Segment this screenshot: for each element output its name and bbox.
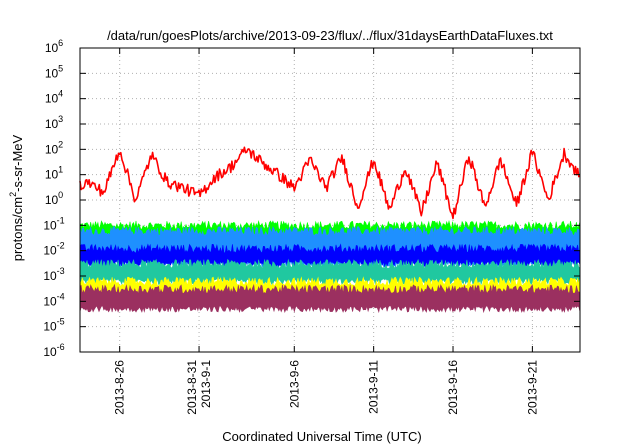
x-axis-label: Coordinated Universal Time (UTC) <box>222 429 421 444</box>
chart-title: /data/run/goesPlots/archive/2013-09-23/f… <box>107 28 553 43</box>
y-tick-label: 102 <box>45 139 63 156</box>
y-tick-labels: 10-6 10-5 10-4 10-3 10-2 10-1 100 101 102 103 104 1… <box>43 38 64 359</box>
y-tick-label: 10-2 <box>43 241 64 258</box>
x-tick-label: 2013-9-11 <box>367 360 381 414</box>
y-tick-label: 10-1 <box>43 215 64 232</box>
y-tick-label: 100 <box>45 190 63 207</box>
plot-frame <box>79 47 581 353</box>
x-tick-label: 2013-8-26 <box>113 360 127 415</box>
y-tick-label: 103 <box>45 114 63 131</box>
y-tick-label: 10-5 <box>43 317 64 334</box>
y-tick-label: 106 <box>45 38 63 55</box>
axes <box>79 47 581 353</box>
x-tick-label: 2013-9-1 <box>199 360 213 408</box>
series-layer <box>79 146 581 314</box>
series-line-s1 <box>79 146 580 220</box>
y-tick-label: 10-6 <box>43 342 64 359</box>
y-axis-label: protons/cm2-s-sr-MeV <box>8 134 25 261</box>
x-tick-label: 2013-9-21 <box>525 360 539 415</box>
x-tick-label: 2013-8-31 <box>185 360 199 415</box>
y-tick-label: 101 <box>45 165 63 182</box>
y-tick-label: 105 <box>45 63 63 80</box>
y-tick-label: 10-3 <box>43 266 64 283</box>
x-tick-label: 2013-9-6 <box>287 360 301 408</box>
y-tick-label: 10-4 <box>43 291 64 308</box>
x-tick-labels: 2013-8-26 2013-8-31 2013-9-1 2013-9-6 2013-9… <box>113 360 540 415</box>
y-tick-label: 104 <box>45 89 63 106</box>
x-tick-label: 2013-9-16 <box>446 360 460 415</box>
